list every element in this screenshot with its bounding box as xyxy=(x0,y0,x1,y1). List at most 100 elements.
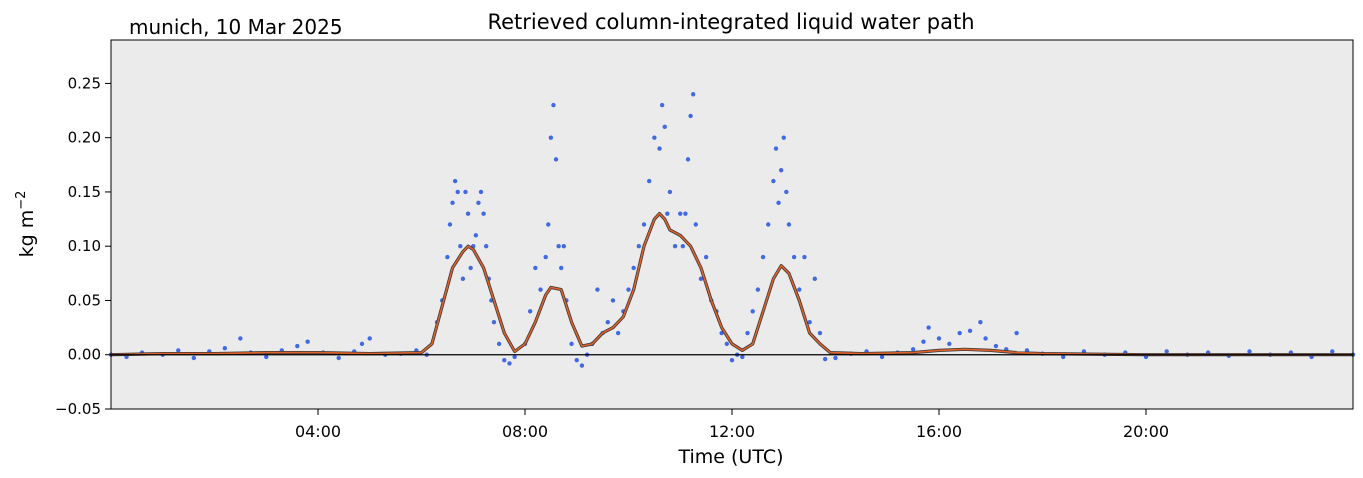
y-tick-label: 0.20 xyxy=(68,129,101,147)
lwp-point xyxy=(778,168,784,173)
lwp-point xyxy=(305,339,310,344)
lwp-point xyxy=(512,354,517,360)
lwp-point xyxy=(264,354,269,360)
lwp-point xyxy=(491,319,497,325)
y-tick-label: 0.25 xyxy=(68,74,101,92)
lwp-point xyxy=(978,319,983,325)
lwp-point xyxy=(543,254,548,260)
lwp-point xyxy=(476,200,481,205)
y-tick-label: 0.05 xyxy=(68,291,101,309)
lwp-point xyxy=(496,341,502,347)
lwp-point xyxy=(910,347,916,352)
lwp-point xyxy=(690,92,696,97)
lwp-point xyxy=(926,325,931,330)
lwp-point xyxy=(936,336,942,341)
lwp-point xyxy=(359,341,365,347)
lwp-point xyxy=(983,336,988,341)
lwp-point xyxy=(176,348,181,353)
lwp-point xyxy=(1014,330,1019,336)
lwp-point xyxy=(724,341,730,347)
lwp-point xyxy=(698,276,704,281)
lwp-point xyxy=(771,178,776,184)
lwp-point xyxy=(569,341,574,347)
lwp-point xyxy=(452,178,458,184)
lwp-point xyxy=(797,287,802,292)
lwp-point xyxy=(222,346,228,351)
lwp-point xyxy=(367,336,372,341)
lwp-point xyxy=(957,330,962,336)
y-tick-label: 0.00 xyxy=(68,346,101,364)
y-axis-label-exponent: −2 xyxy=(14,191,29,210)
lwp-point xyxy=(993,343,999,349)
lwp-point xyxy=(465,211,471,216)
lwp-point xyxy=(703,254,709,260)
lwp-point xyxy=(740,354,745,360)
lwp-point xyxy=(1330,349,1335,354)
lwp-point xyxy=(595,287,600,292)
lwp-point xyxy=(750,309,755,314)
x-tick-label: 12:00 xyxy=(709,422,755,441)
lwp-point xyxy=(817,330,823,336)
x-tick-label: 08:00 xyxy=(502,422,548,441)
lwp-point xyxy=(455,189,460,195)
lwp-point xyxy=(336,355,341,361)
lwp-point xyxy=(481,211,486,216)
plot-area-background xyxy=(111,40,1353,409)
lwp-point xyxy=(463,189,468,195)
lwp-point xyxy=(641,222,647,227)
x-tick-label: 20:00 xyxy=(1123,422,1169,441)
lwp-point xyxy=(502,357,507,363)
lwp-point xyxy=(626,287,631,292)
lwp-point xyxy=(773,146,779,151)
lwp-point xyxy=(947,341,952,347)
lwp-point xyxy=(776,200,781,205)
lwp-point xyxy=(458,244,463,249)
lwp-point xyxy=(559,265,564,271)
lwp-point xyxy=(533,265,538,271)
lwp-point xyxy=(507,361,512,366)
x-tick-label: 04:00 xyxy=(295,422,341,441)
y-tick-label: −0.05 xyxy=(55,400,101,418)
lwp-point xyxy=(657,146,662,151)
x-tick-label: 16:00 xyxy=(916,422,962,441)
lwp-point xyxy=(833,355,838,361)
lwp-point xyxy=(238,336,243,341)
lwp-point xyxy=(745,330,750,336)
y-tick-label: 0.15 xyxy=(68,183,101,201)
lwp-point xyxy=(546,222,551,227)
lwp-point xyxy=(605,319,610,325)
lwp-point xyxy=(693,222,698,227)
lwp-point xyxy=(678,211,683,216)
lwp-point xyxy=(680,244,686,249)
lwp-point xyxy=(1247,349,1252,354)
lwp-point xyxy=(579,363,585,368)
lwp-point xyxy=(786,222,792,227)
lwp-point xyxy=(460,276,466,281)
lwp-point xyxy=(295,343,300,349)
lwp-point xyxy=(652,135,657,140)
lwp-point xyxy=(610,298,616,303)
lwp-point xyxy=(447,222,453,227)
lwp-point xyxy=(1164,349,1169,354)
lwp-point xyxy=(1061,354,1066,360)
lwp-point xyxy=(967,328,973,334)
lwp-point xyxy=(662,124,667,130)
lwp-point xyxy=(450,200,455,205)
lwp-point xyxy=(468,265,473,271)
lwp-point xyxy=(551,102,556,108)
smoothed-series xyxy=(110,212,1353,357)
lwp-point xyxy=(483,244,489,249)
lwp-point xyxy=(822,356,828,362)
chart-title: Retrieved column-integrated liquid water… xyxy=(487,10,974,34)
x-axis: 04:00 08:00 12:00 16:00 20:00 xyxy=(295,409,1169,441)
lwp-point xyxy=(784,189,789,195)
lwp-point xyxy=(659,102,665,108)
y-axis: −0.05 0.00 0.05 0.10 0.15 0.20 0.25 xyxy=(55,74,111,418)
lwp-point xyxy=(191,355,196,361)
smoothed-line xyxy=(110,212,1353,356)
lwp-point xyxy=(553,157,559,162)
lwp-point xyxy=(636,244,642,249)
lwp-point xyxy=(665,211,670,216)
lwp-point xyxy=(729,357,735,363)
